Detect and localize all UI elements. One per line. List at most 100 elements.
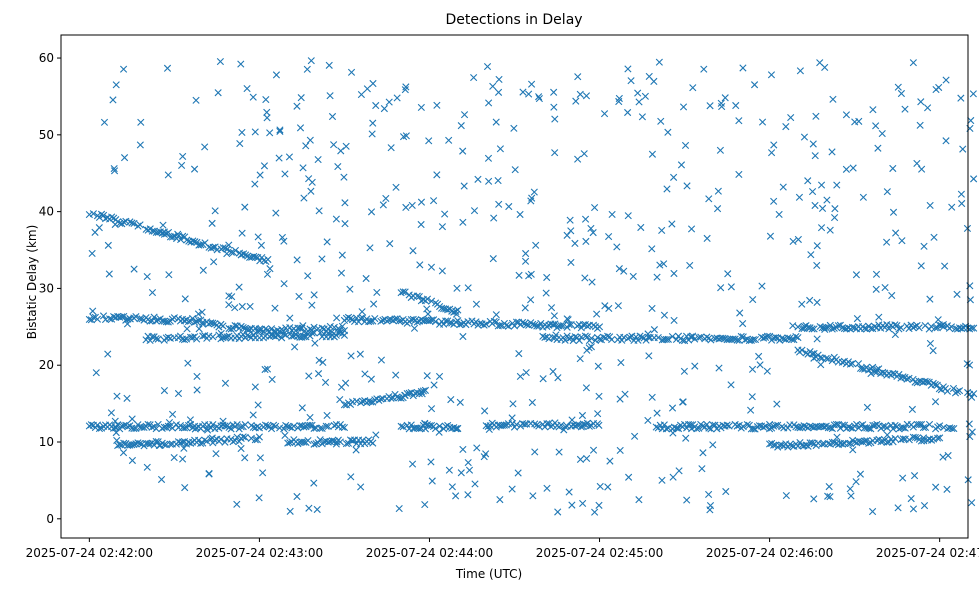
data-point	[523, 321, 531, 329]
data-point	[95, 424, 104, 433]
data-point	[551, 115, 559, 123]
data-point	[480, 453, 488, 461]
data-point	[464, 491, 472, 499]
data-point	[899, 474, 907, 482]
data-point	[926, 201, 934, 210]
data-point	[257, 241, 265, 249]
data-point	[305, 372, 313, 380]
data-point	[899, 424, 907, 432]
data-point	[943, 387, 951, 395]
data-point	[800, 422, 808, 430]
data-point	[808, 325, 816, 333]
data-point	[970, 390, 978, 398]
data-point	[521, 319, 529, 328]
data-point	[271, 304, 279, 312]
data-point	[873, 368, 881, 376]
data-point	[572, 97, 580, 105]
data-point	[891, 330, 899, 339]
data-point	[587, 224, 595, 233]
data-point	[120, 312, 128, 321]
data-point	[806, 324, 814, 332]
data-point	[162, 423, 170, 431]
data-point	[337, 147, 345, 155]
data-point	[330, 141, 338, 149]
data-point	[923, 104, 932, 112]
data-point	[679, 103, 688, 111]
data-point	[917, 262, 925, 270]
x-tick-label: 2025-07-24 02:47:00	[876, 546, 979, 560]
data-point	[116, 219, 124, 227]
data-point	[817, 361, 825, 369]
data-point	[180, 336, 189, 344]
data-point	[441, 210, 449, 218]
data-point	[779, 183, 787, 191]
data-point	[328, 328, 336, 336]
data-point	[739, 320, 747, 328]
data-point	[821, 63, 829, 72]
data-point	[306, 136, 314, 144]
data-point	[316, 424, 324, 432]
data-point	[545, 419, 553, 428]
data-point	[484, 154, 493, 162]
data-point	[687, 333, 695, 341]
data-point	[262, 96, 270, 104]
data-point	[838, 358, 846, 366]
data-point	[615, 265, 623, 273]
data-point	[821, 325, 829, 334]
data-point	[795, 348, 804, 356]
data-point	[824, 492, 832, 500]
data-point	[186, 416, 194, 424]
data-point	[664, 128, 672, 136]
data-point	[872, 122, 880, 130]
data-point	[239, 250, 248, 258]
data-point	[310, 323, 318, 331]
data-point	[219, 417, 227, 425]
data-point	[286, 439, 294, 447]
data-point	[931, 398, 940, 406]
data-point	[595, 421, 603, 429]
data-point	[927, 436, 936, 444]
data-point	[627, 77, 635, 85]
data-point	[521, 257, 530, 265]
data-point	[502, 321, 510, 329]
data-point	[430, 381, 438, 389]
data-point	[830, 324, 838, 332]
data-point	[304, 436, 312, 445]
data-point	[557, 322, 565, 330]
data-point	[282, 421, 290, 430]
data-point	[594, 410, 602, 418]
data-point	[652, 423, 660, 431]
data-point	[300, 194, 308, 202]
data-point	[703, 333, 711, 341]
data-point	[154, 316, 162, 324]
data-point	[152, 425, 160, 433]
data-point	[721, 94, 729, 102]
data-point	[192, 96, 200, 104]
data-point	[849, 164, 857, 172]
data-point	[164, 171, 172, 179]
data-point	[201, 143, 209, 151]
data-point	[369, 119, 377, 127]
data-point	[433, 101, 441, 109]
data-point	[823, 196, 831, 204]
data-point	[593, 310, 601, 318]
data-point	[438, 223, 447, 231]
data-point	[495, 75, 503, 84]
data-point	[848, 359, 857, 368]
data-point	[644, 330, 652, 338]
data-point	[855, 117, 863, 125]
data-point	[154, 335, 162, 343]
data-point	[756, 361, 764, 369]
data-point	[955, 387, 964, 395]
data-point	[965, 420, 973, 428]
data-point	[706, 102, 714, 110]
data-point	[286, 314, 294, 322]
data-point	[529, 492, 537, 500]
data-point	[875, 313, 883, 321]
data-point	[660, 260, 668, 268]
data-point	[186, 439, 195, 447]
data-point	[527, 296, 535, 304]
data-point	[551, 320, 559, 328]
data-points	[85, 57, 978, 516]
data-point	[93, 421, 102, 429]
